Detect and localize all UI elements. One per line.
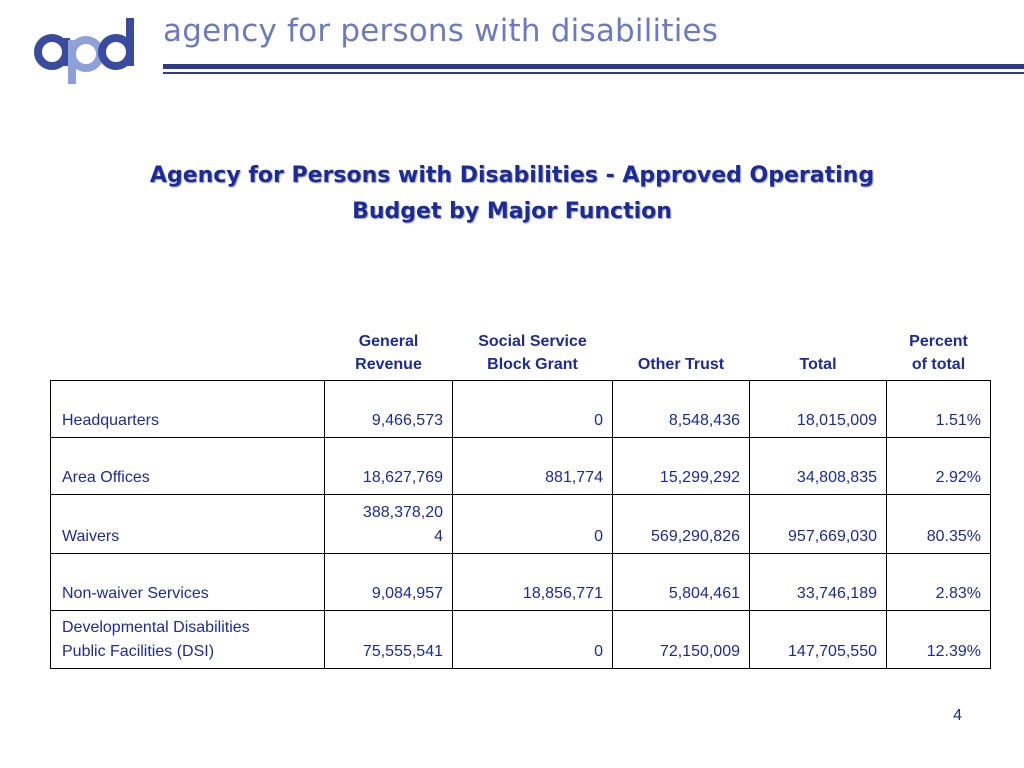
cell-ssbg: 881,774 [452, 437, 613, 495]
page-number: 4 [953, 707, 962, 724]
row-label: Area Offices [50, 437, 325, 495]
cell-percent: 2.92% [886, 437, 991, 495]
table-row: Waivers 388,378,20 4 0 569,290,826 957,66… [50, 494, 991, 554]
column-header-total: Total [799, 356, 837, 373]
cell-total: 33,746,189 [749, 553, 887, 611]
apd-logo: apd [32, 14, 134, 84]
budget-table: General Revenue Social Service Block Grant… [50, 322, 991, 669]
cell-other-trust: 15,299,292 [612, 437, 750, 495]
cell-ssbg: 0 [452, 380, 613, 438]
header-rule-thin [163, 72, 1024, 74]
cell-general-revenue: 18,627,769 [324, 437, 453, 495]
slide-title: Agency for Persons with Disabilities - A… [40, 158, 984, 230]
cell-other-trust: 72,150,009 [612, 610, 750, 669]
cell-general-revenue: 388,378,20 4 [324, 494, 453, 554]
cell-percent: 80.35% [886, 494, 991, 554]
row-label: Headquarters [50, 380, 325, 438]
slide-title-line1: Agency for Persons with Disabilities - A… [149, 163, 875, 188]
cell-general-revenue: 75,555,541 [324, 610, 453, 669]
table-row: Area Offices 18,627,769 881,774 15,299,2… [50, 437, 991, 495]
column-header-function [51, 322, 325, 381]
cell-percent: 1.51% [886, 380, 991, 438]
cell-total: 147,705,550 [749, 610, 887, 669]
table-header-row: General Revenue Social Service Block Grant… [51, 322, 991, 381]
cell-ssbg: 18,856,771 [452, 553, 613, 611]
cell-general-revenue: 9,084,957 [324, 553, 453, 611]
table-row: Developmental Disabilities Public Facilit… [50, 610, 991, 669]
row-label: Waivers [50, 494, 325, 554]
table-row: Non-waiver Services 9,084,957 18,856,771… [50, 553, 991, 611]
cell-general-revenue: 9,466,573 [324, 380, 453, 438]
slide-title-line2: Budget by Major Function [352, 199, 672, 224]
header-rule-thick [163, 64, 1024, 69]
cell-other-trust: 8,548,436 [612, 380, 750, 438]
cell-total: 18,015,009 [749, 380, 887, 438]
logo-text: apd [32, 14, 34, 15]
column-header-general-revenue: General Revenue [355, 333, 422, 373]
agency-name: agency for persons with disabilities [163, 13, 719, 49]
table-row: Headquarters 9,466,573 0 8,548,436 18,01… [50, 380, 991, 438]
cell-percent: 2.83% [886, 553, 991, 611]
column-header-ssbg: Social Service Block Grant [478, 333, 587, 373]
cell-percent: 12.39% [886, 610, 991, 669]
cell-total: 957,669,030 [749, 494, 887, 554]
cell-ssbg: 0 [452, 494, 613, 554]
column-header-other-trust: Other Trust [637, 356, 725, 373]
cell-other-trust: 5,804,461 [612, 553, 750, 611]
column-header-percent: Percent of total [909, 333, 968, 373]
cell-ssbg: 0 [452, 610, 613, 669]
cell-total: 34,808,835 [749, 437, 887, 495]
row-label: Non-waiver Services [50, 553, 325, 611]
row-label: Developmental Disabilities Public Facilit… [50, 610, 325, 669]
cell-other-trust: 569,290,826 [612, 494, 750, 554]
